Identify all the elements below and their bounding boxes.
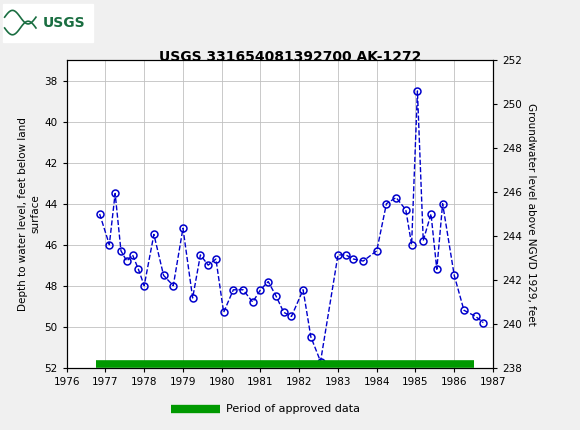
Bar — [3, 3, 93, 42]
Y-axis label: Groundwater level above NGVD 1929, feet: Groundwater level above NGVD 1929, feet — [526, 102, 536, 326]
Y-axis label: Depth to water level, feet below land
surface: Depth to water level, feet below land su… — [18, 117, 40, 311]
Text: Period of approved data: Period of approved data — [226, 404, 360, 414]
Text: USGS: USGS — [42, 15, 85, 30]
Text: USGS 331654081392700 AK-1272: USGS 331654081392700 AK-1272 — [159, 50, 421, 64]
